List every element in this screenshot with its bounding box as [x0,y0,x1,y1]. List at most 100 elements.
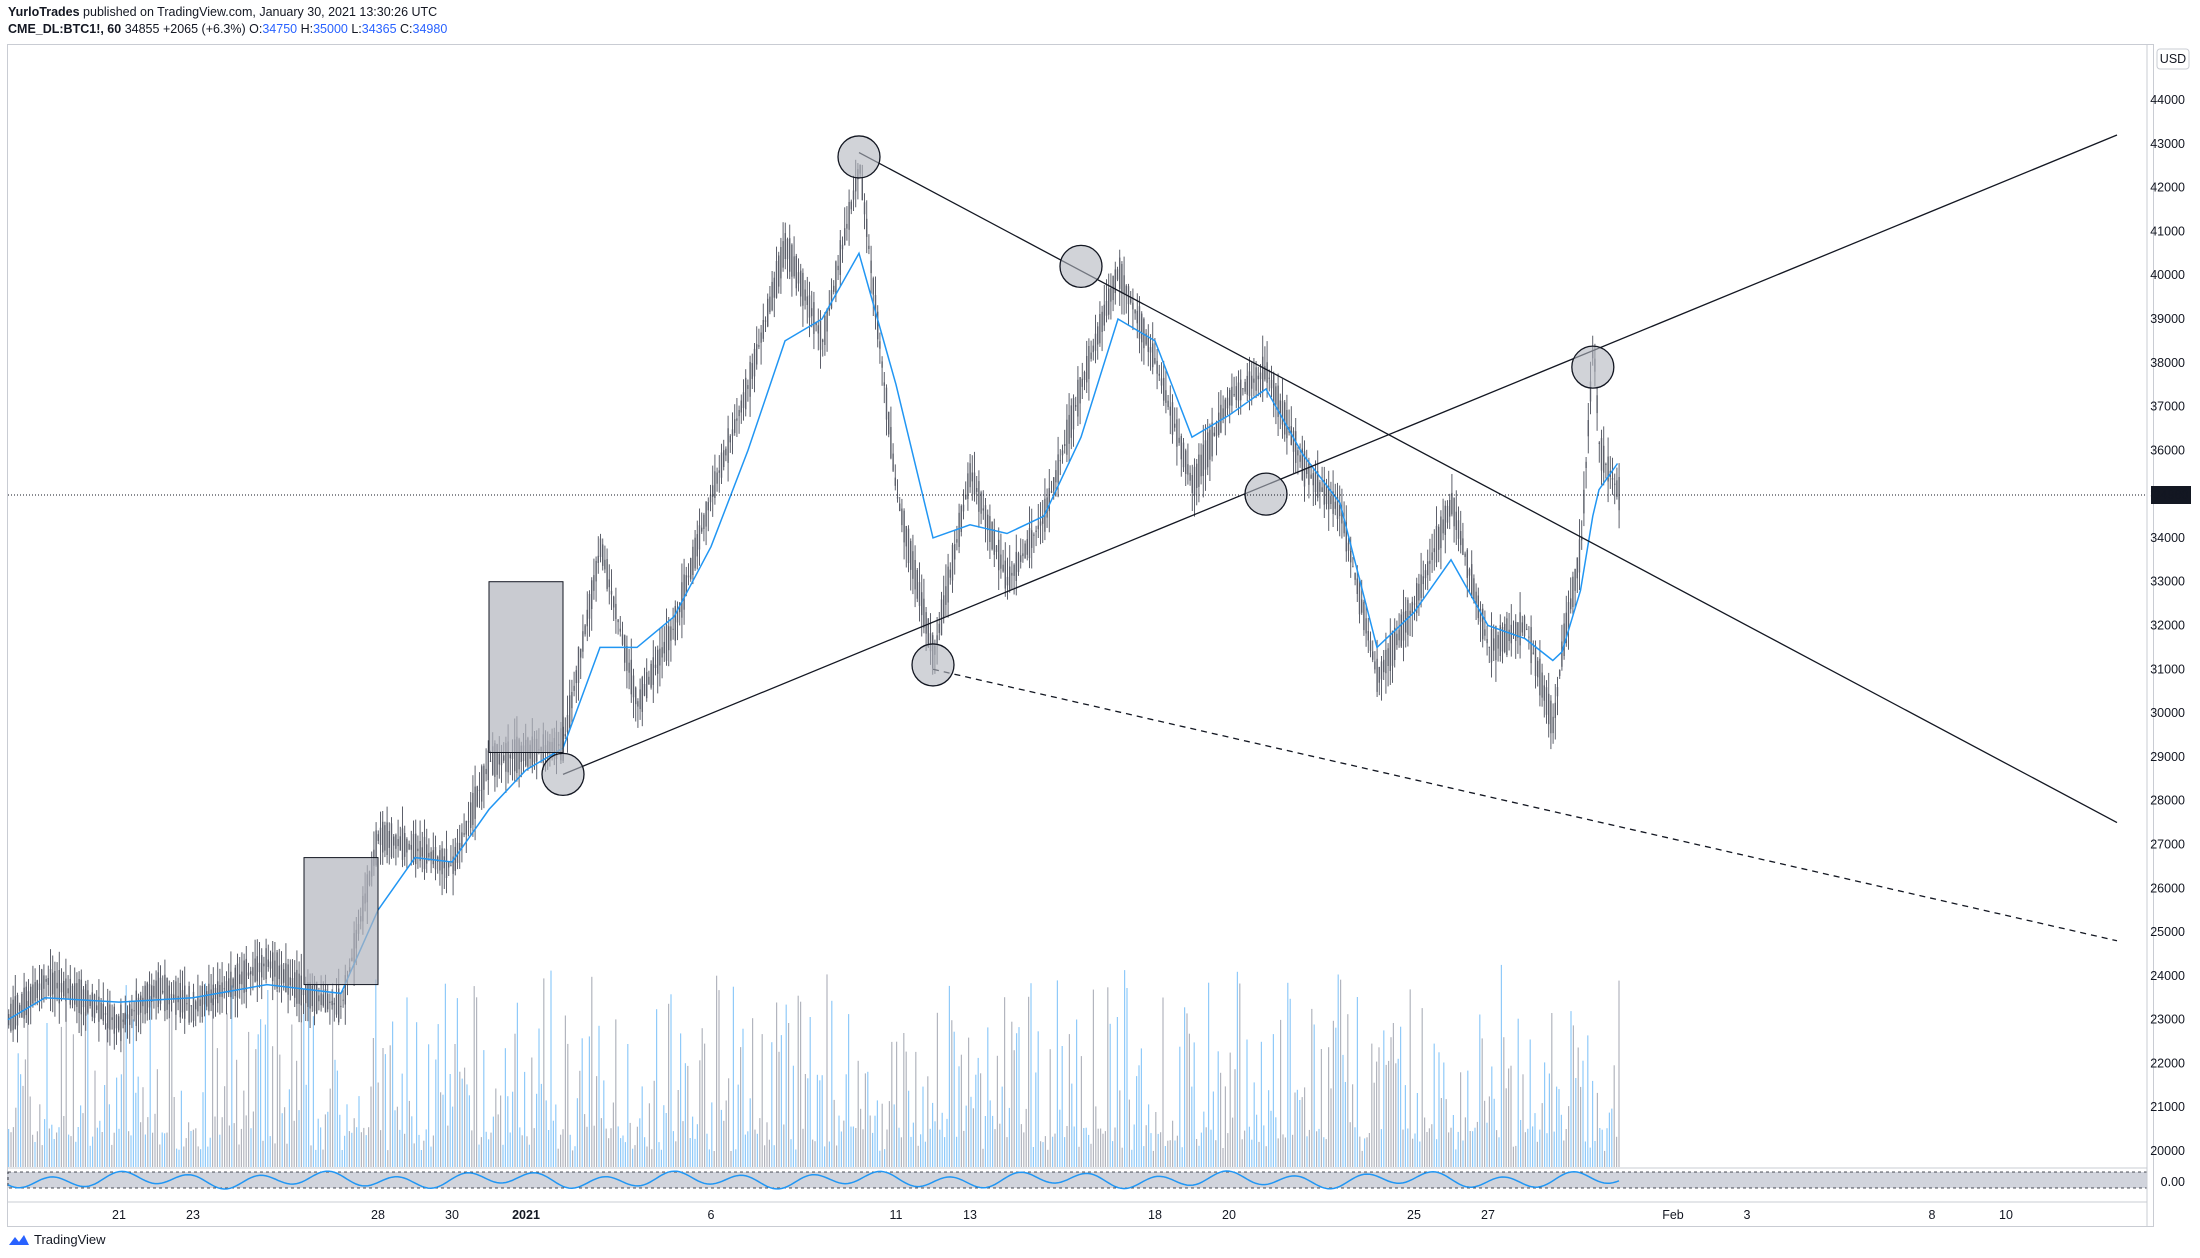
tradingview-logo[interactable]: TradingView [8,1232,106,1247]
currency-button[interactable] [2156,48,2190,70]
candle [712,485,714,497]
rectangle-drawing[interactable] [488,581,564,753]
volume-bar [471,1130,473,1167]
volume-bar [300,1021,302,1167]
volume-bar [1416,1093,1418,1167]
candle [899,503,901,512]
volume-bar [1577,1047,1579,1167]
candle [507,741,509,773]
volume-bar [588,1036,590,1167]
volume-bar [1407,1128,1409,1167]
circle-marker[interactable] [1059,244,1103,289]
candle [393,836,395,846]
volume-bar [416,1022,418,1167]
candle [850,201,852,210]
volume-bar [920,1134,922,1167]
candle [1009,566,1011,590]
circle-marker[interactable] [1244,472,1288,516]
candle [1248,371,1251,397]
volume-bar [454,1044,456,1167]
circle-marker[interactable] [1571,345,1615,389]
time-tick-label: 30 [445,1208,459,1222]
circle-marker[interactable] [541,752,585,797]
candle [804,289,806,301]
ascending-trendline[interactable] [562,134,2118,775]
candle [408,843,410,850]
candle [696,534,698,557]
volume-bar [1308,1129,1310,1167]
volume-bar [1412,1138,1414,1167]
circle-marker[interactable] [837,135,881,179]
candle [280,964,283,984]
candle [837,265,839,271]
volume-bar [1340,979,1342,1167]
candle [575,670,577,684]
volume-bar [346,1104,348,1167]
candle [1581,536,1583,541]
candle [426,844,428,864]
price-tick-label: 24000 [2150,969,2185,983]
candle [793,256,795,277]
candle [1559,670,1561,676]
volume-bar [732,986,734,1167]
candle [38,983,41,990]
candle [1391,630,1394,666]
price-chart[interactable]: USD 44000 43000 42000 41000 40000 39000 38000 37… [0,0,2200,1230]
volume-bar [1155,1112,1157,1167]
candle [199,999,201,1006]
volume-bar [1275,1117,1277,1167]
volume-bar [586,1126,588,1167]
candle [34,982,36,1001]
candle [452,856,454,874]
volume-bar [1400,1026,1402,1167]
volume-bar [720,1109,722,1167]
candle [1176,419,1178,447]
volume-bar [255,1049,257,1167]
volume-bar [670,994,672,1167]
circle-marker[interactable] [911,643,955,687]
volume-bar [629,1122,631,1167]
candle [1235,386,1237,401]
volume-bar [1313,1024,1315,1167]
price-tick-label: 22000 [2150,1056,2185,1070]
candle [65,978,67,1002]
candle [410,844,412,850]
candle [813,302,815,334]
candle [1251,375,1253,389]
candle [936,635,938,644]
candle [1046,497,1048,518]
dashed-trendline[interactable] [932,668,2118,942]
candle [786,239,789,260]
author-name[interactable]: YurloTrades [8,5,80,19]
price-tick-label: 26000 [2150,881,2185,895]
candle [1028,528,1031,559]
volume-bar [65,1001,67,1167]
volume-bar [1325,1139,1327,1167]
descending-trendline[interactable] [858,151,2118,824]
candle [740,400,742,413]
last-value: 34855 [124,22,160,36]
volume-bar [641,1086,643,1167]
volume-bar [1601,1129,1603,1167]
volume-bar [617,1126,619,1167]
rectangle-drawing[interactable] [303,857,379,986]
volume-bar [1289,998,1291,1167]
volume-bar [1064,1137,1066,1167]
symbol-name[interactable]: CME_DL:BTC1!, 60 [8,22,122,36]
volume-bar [298,1110,300,1167]
candle [164,974,166,1012]
volume-bar [552,1120,554,1167]
candle [401,828,404,860]
volume-bar [1054,1133,1056,1167]
candle [395,834,397,849]
chart-frame[interactable] [7,44,2154,1227]
candle [1394,627,1396,660]
volume-bar [663,1105,665,1167]
candle [1207,432,1209,468]
volume-bar [636,1126,638,1167]
volume-bar [1193,1042,1195,1167]
volume-bar [881,1103,883,1167]
candle [1026,539,1028,555]
volume-bar [555,1104,557,1167]
volume-bar [53,1139,55,1167]
